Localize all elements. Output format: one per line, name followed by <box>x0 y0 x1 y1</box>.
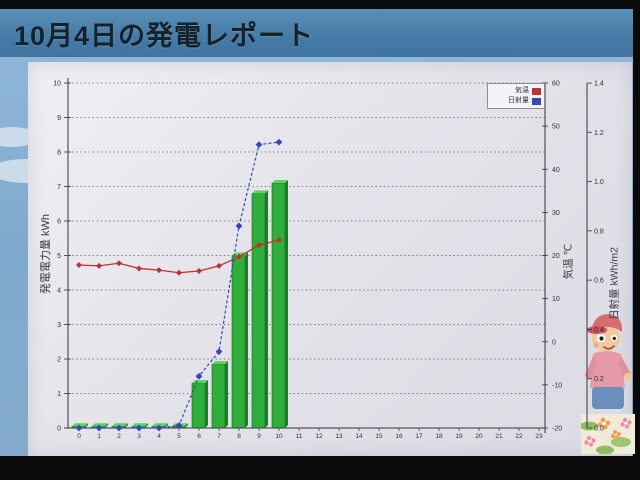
svg-text:9: 9 <box>57 115 61 122</box>
svg-text:10: 10 <box>275 433 283 440</box>
legend-label-temperature: 気温 <box>515 87 529 94</box>
svg-text:5: 5 <box>57 253 61 260</box>
svg-text:60: 60 <box>552 81 560 88</box>
report-header: 10月4日の発電レポート <box>0 9 633 57</box>
svg-text:10: 10 <box>53 81 61 88</box>
svg-text:3: 3 <box>57 322 61 329</box>
svg-text:0.8: 0.8 <box>594 228 604 235</box>
svg-text:22: 22 <box>515 433 523 440</box>
svg-text:6: 6 <box>57 219 61 226</box>
chart-legend: 気温 日射量 <box>487 83 545 109</box>
svg-text:16: 16 <box>395 433 403 440</box>
svg-text:13: 13 <box>335 433 343 440</box>
svg-text:7: 7 <box>57 184 61 191</box>
svg-text:0.6: 0.6 <box>594 278 604 285</box>
svg-text:18: 18 <box>435 433 443 440</box>
svg-text:1.2: 1.2 <box>594 130 604 137</box>
legend-label-irradiance: 日射量 <box>508 97 529 104</box>
svg-text:1: 1 <box>57 391 61 398</box>
legend-swatch-temperature <box>532 87 541 95</box>
svg-text:7: 7 <box>217 433 221 440</box>
svg-text:0: 0 <box>57 426 61 433</box>
svg-text:6: 6 <box>197 433 201 440</box>
svg-text:1: 1 <box>97 433 101 440</box>
svg-text:14: 14 <box>355 433 363 440</box>
svg-text:20: 20 <box>475 433 483 440</box>
axis-title-temperature: 気温 ℃ <box>562 243 575 280</box>
page-title: 10月4日の発電レポート <box>14 20 315 51</box>
svg-text:5: 5 <box>177 433 181 440</box>
svg-text:4: 4 <box>57 288 61 295</box>
child-character-illustration <box>581 314 635 454</box>
svg-text:0.2: 0.2 <box>594 376 604 383</box>
svg-text:8: 8 <box>237 433 241 440</box>
axis-title-generation: 発電電力量 kWh <box>40 213 52 295</box>
svg-text:10: 10 <box>552 296 560 303</box>
svg-text:1.4: 1.4 <box>594 80 604 87</box>
svg-text:8: 8 <box>57 150 61 157</box>
legend-item-temperature: 気温 <box>491 86 541 96</box>
svg-text:0.0: 0.0 <box>594 426 604 433</box>
axis-title-irradiance: 日射量 kWh/m2 <box>608 247 621 320</box>
svg-text:-10: -10 <box>552 382 562 389</box>
svg-text:12: 12 <box>315 433 323 440</box>
svg-text:20: 20 <box>552 253 560 260</box>
svg-text:2: 2 <box>57 357 61 364</box>
chart-panel <box>28 62 632 456</box>
svg-text:23: 23 <box>535 433 543 440</box>
svg-text:1.0: 1.0 <box>594 179 604 186</box>
svg-text:21: 21 <box>495 433 503 440</box>
svg-text:4: 4 <box>157 433 161 440</box>
svg-text:2: 2 <box>117 433 121 440</box>
svg-text:17: 17 <box>415 433 423 440</box>
svg-text:50: 50 <box>552 124 560 131</box>
svg-text:0.4: 0.4 <box>594 327 604 334</box>
svg-text:0: 0 <box>77 433 81 440</box>
svg-text:3: 3 <box>137 433 141 440</box>
flower-decoration <box>581 417 632 454</box>
svg-text:0: 0 <box>552 339 556 346</box>
svg-text:9: 9 <box>257 433 261 440</box>
svg-text:40: 40 <box>552 167 560 174</box>
legend-swatch-irradiance <box>532 97 541 105</box>
svg-text:11: 11 <box>296 433 303 440</box>
svg-text:-20: -20 <box>552 426 562 433</box>
svg-text:19: 19 <box>455 433 463 440</box>
legend-item-irradiance: 日射量 <box>491 96 541 106</box>
svg-text:15: 15 <box>375 433 383 440</box>
svg-text:30: 30 <box>552 210 560 217</box>
